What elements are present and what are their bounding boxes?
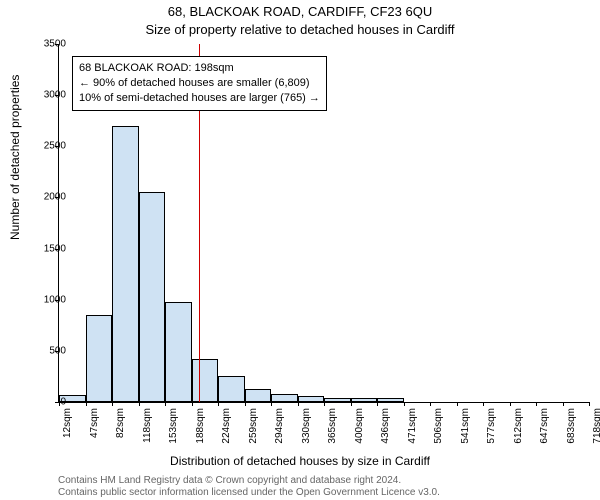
x-tick-mark	[112, 402, 113, 406]
y-tick-label: 500	[49, 345, 66, 356]
x-tick-label: 224sqm	[221, 408, 232, 452]
x-tick-mark	[324, 402, 325, 406]
x-axis-label: Distribution of detached houses by size …	[0, 454, 600, 468]
y-tick-label: 3000	[44, 90, 66, 101]
histogram-bar	[139, 192, 166, 402]
y-tick-label: 2000	[44, 192, 66, 203]
x-tick-label: 436sqm	[380, 408, 391, 452]
x-tick-mark	[86, 402, 87, 406]
chart-title-main: 68, BLACKOAK ROAD, CARDIFF, CF23 6QU	[0, 4, 600, 19]
x-tick-mark	[139, 402, 140, 406]
x-tick-mark	[589, 402, 590, 406]
histogram-bar	[165, 302, 192, 402]
info-line-2: ← 90% of detached houses are smaller (6,…	[79, 76, 320, 91]
x-tick-mark	[192, 402, 193, 406]
x-tick-label: 188sqm	[195, 408, 206, 452]
x-tick-mark	[351, 402, 352, 406]
x-tick-mark	[563, 402, 564, 406]
histogram-bar	[112, 126, 139, 402]
x-tick-mark	[165, 402, 166, 406]
x-tick-label: 647sqm	[539, 408, 550, 452]
x-tick-label: 12sqm	[62, 408, 73, 452]
info-line-3: 10% of semi-detached houses are larger (…	[79, 91, 320, 106]
x-tick-mark	[483, 402, 484, 406]
x-tick-label: 506sqm	[433, 408, 444, 452]
histogram-bar	[351, 398, 378, 402]
y-tick-label: 3500	[44, 39, 66, 50]
x-tick-label: 330sqm	[301, 408, 312, 452]
histogram-bar	[192, 359, 219, 402]
x-tick-mark	[377, 402, 378, 406]
x-tick-label: 718sqm	[592, 408, 600, 452]
x-tick-mark	[271, 402, 272, 406]
x-tick-label: 400sqm	[354, 408, 365, 452]
histogram-bar	[298, 396, 325, 402]
x-tick-label: 683sqm	[566, 408, 577, 452]
info-line-1: 68 BLACKOAK ROAD: 198sqm	[79, 61, 320, 76]
histogram-bar	[271, 394, 298, 402]
x-tick-label: 47sqm	[89, 408, 100, 452]
x-tick-mark	[510, 402, 511, 406]
footer-licence: Contains public sector information licen…	[58, 487, 440, 498]
info-box: 68 BLACKOAK ROAD: 198sqm ← 90% of detach…	[72, 56, 327, 111]
x-tick-label: 365sqm	[327, 408, 338, 452]
x-tick-mark	[536, 402, 537, 406]
y-tick-label: 2500	[44, 141, 66, 152]
y-tick-label: 0	[60, 397, 66, 408]
x-tick-label: 471sqm	[407, 408, 418, 452]
x-tick-label: 153sqm	[168, 408, 179, 452]
x-tick-mark	[245, 402, 246, 406]
x-tick-mark	[457, 402, 458, 406]
histogram-bar	[218, 376, 245, 402]
x-tick-label: 577sqm	[486, 408, 497, 452]
y-tick-label: 1500	[44, 243, 66, 254]
x-tick-label: 118sqm	[142, 408, 153, 452]
histogram-bar	[377, 398, 404, 402]
x-tick-mark	[218, 402, 219, 406]
histogram-bar	[245, 389, 272, 402]
x-tick-label: 541sqm	[460, 408, 471, 452]
x-tick-label: 612sqm	[513, 408, 524, 452]
x-tick-label: 294sqm	[274, 408, 285, 452]
footer-copyright: Contains HM Land Registry data © Crown c…	[58, 475, 401, 486]
x-tick-mark	[430, 402, 431, 406]
x-tick-label: 259sqm	[248, 408, 259, 452]
y-axis-label: Number of detached properties	[8, 75, 22, 240]
y-tick-label: 1000	[44, 294, 66, 305]
histogram-bar	[324, 398, 351, 402]
x-tick-mark	[298, 402, 299, 406]
x-tick-mark	[404, 402, 405, 406]
histogram-bar	[86, 315, 113, 402]
chart-title-sub: Size of property relative to detached ho…	[0, 22, 600, 37]
x-tick-label: 82sqm	[115, 408, 126, 452]
